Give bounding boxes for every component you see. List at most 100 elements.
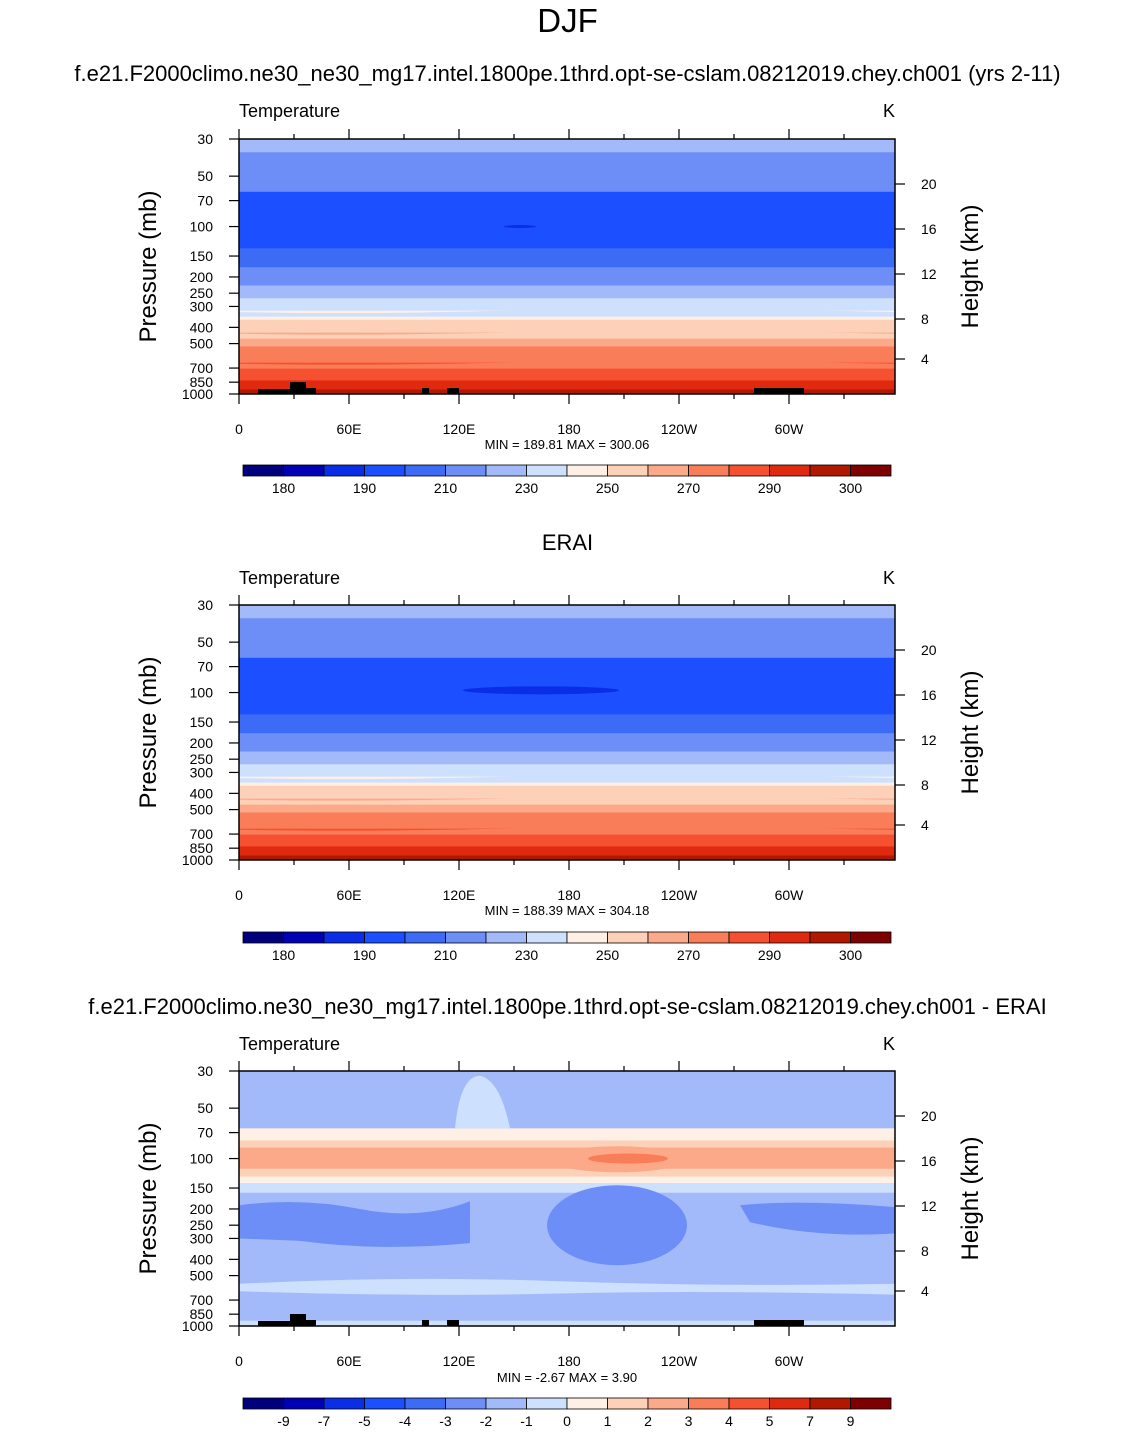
x-ticks: [238, 129, 845, 404]
contour-band: [239, 764, 895, 778]
y-tick-label: 300: [190, 298, 214, 314]
colorbar-swatch: [809, 1397, 851, 1410]
y-ticks: [229, 1070, 239, 1327]
units-label: K: [883, 1034, 895, 1054]
colorbar-swatch: [485, 931, 527, 944]
colorbar-label: 230: [515, 480, 539, 496]
colorbar-label: -5: [358, 1413, 371, 1429]
x-tick-label: 0: [235, 887, 243, 903]
contour-fill: [239, 139, 895, 395]
contour-edge: [239, 308, 895, 317]
contour-band: [239, 152, 895, 193]
x-tick-label: 120E: [443, 421, 476, 437]
colorbar-swatch: [728, 464, 770, 477]
panel-1-title: f.e21.F2000climo.ne30_ne30_mg17.intel.18…: [74, 61, 1061, 86]
contour-band: [239, 319, 895, 334]
y2-tick-label: 4: [921, 817, 929, 833]
colorbar-swatch: [566, 931, 608, 944]
contour-band: [239, 267, 895, 287]
x-tick-label: 60E: [337, 887, 362, 903]
contour-edge: [239, 774, 895, 783]
colorbar-swatch: [850, 1397, 892, 1410]
x-tick-label: 0: [235, 421, 243, 437]
y2-tick-label: 4: [921, 351, 929, 367]
y-axis-label: Pressure (mb): [135, 1122, 162, 1274]
y-tick-label: 250: [190, 751, 214, 767]
x-tick-label: 120W: [661, 887, 698, 903]
y2-tick-label: 16: [921, 221, 937, 237]
colorbar-label: 270: [677, 947, 701, 963]
colorbar-swatch: [445, 1397, 487, 1410]
y2-axis-label: Height (km): [957, 670, 984, 794]
colorbar-label: 290: [758, 947, 782, 963]
y-tick-label: 200: [190, 1201, 214, 1217]
contour-band: [239, 751, 895, 765]
contour-band: [239, 346, 895, 364]
colorbar-swatch: [526, 1397, 568, 1410]
y-tick-label: 250: [190, 285, 214, 301]
contour-minimum: [463, 686, 619, 695]
contour-band: [239, 618, 895, 659]
y-tick-label: 700: [190, 1292, 214, 1308]
topography-block: [306, 388, 316, 394]
colorbar-swatch: [566, 1397, 608, 1410]
colorbar-swatch: [364, 464, 406, 477]
contour-minimum: [504, 225, 536, 229]
panel-3: 0 60E 120E 180 120W 60W3050701001502002503004…: [135, 1034, 984, 1429]
colorbar: 180 190 210 230 250 270 290 300: [242, 464, 892, 496]
y2-tick-label: 16: [921, 1153, 937, 1169]
colorbar-swatch: [809, 464, 851, 477]
y2-tick-label: 16: [921, 687, 937, 703]
colorbar-label: 9: [847, 1413, 855, 1429]
contour-band: [239, 139, 895, 153]
variable-label: Temperature: [239, 101, 340, 121]
contour-edge: [239, 796, 895, 805]
colorbar-swatch: [850, 464, 892, 477]
colorbar-swatch: [283, 1397, 325, 1410]
y-tick-label: 500: [190, 336, 214, 352]
colorbar-swatch: [607, 931, 649, 944]
colorbar-swatch: [283, 931, 325, 944]
y2-tick-label: 12: [921, 732, 937, 748]
colorbar-swatch: [769, 1397, 811, 1410]
colorbar: -9 -7 -5 -4 -3 -2 -1 0 1 2 3 4 5 7 9: [242, 1397, 892, 1429]
colorbar-label: 0: [563, 1413, 571, 1429]
colorbar-swatch: [445, 931, 487, 944]
y-ticks: [229, 604, 239, 861]
x-tick-label: 60W: [775, 1353, 805, 1369]
variable-label: Temperature: [239, 568, 340, 588]
y-tick-label: 70: [197, 1125, 213, 1141]
colorbar-label: 250: [596, 480, 620, 496]
contour-band: [239, 1176, 895, 1184]
contour-edge: [239, 330, 895, 339]
colorbar-label: 300: [839, 480, 863, 496]
contour-band: [239, 855, 895, 861]
contour-blob: [745, 1150, 885, 1165]
y-tick-label: 50: [197, 168, 213, 184]
colorbar-swatch: [647, 464, 689, 477]
contour-blob: [239, 1278, 895, 1295]
y-tick-label: 150: [190, 1180, 214, 1196]
colorbar-swatch: [445, 464, 487, 477]
colorbar-label: 2: [644, 1413, 652, 1429]
y-tick-label: 850: [190, 1306, 214, 1322]
colorbar-label: -2: [480, 1413, 493, 1429]
y-tick-label: 150: [190, 248, 214, 264]
colorbar-label: -4: [399, 1413, 412, 1429]
y2-tick-label: 8: [921, 311, 929, 327]
topography-block: [754, 1320, 804, 1326]
colorbar: 180 190 210 230 250 270 290 300: [242, 931, 892, 963]
colorbar-label: 180: [272, 480, 296, 496]
y-tick-label: 400: [190, 319, 214, 335]
contour-band: [239, 380, 895, 391]
colorbar-label: 190: [353, 947, 377, 963]
y-tick-label: 300: [190, 764, 214, 780]
contour-edge: [239, 360, 895, 369]
x-tick-label: 60E: [337, 421, 362, 437]
contour-blob: [740, 1202, 895, 1235]
y2-tick-label: 8: [921, 777, 929, 793]
topography-block: [290, 382, 306, 394]
y-tick-label: 100: [190, 1151, 214, 1167]
x-tick-label: 60W: [775, 421, 805, 437]
